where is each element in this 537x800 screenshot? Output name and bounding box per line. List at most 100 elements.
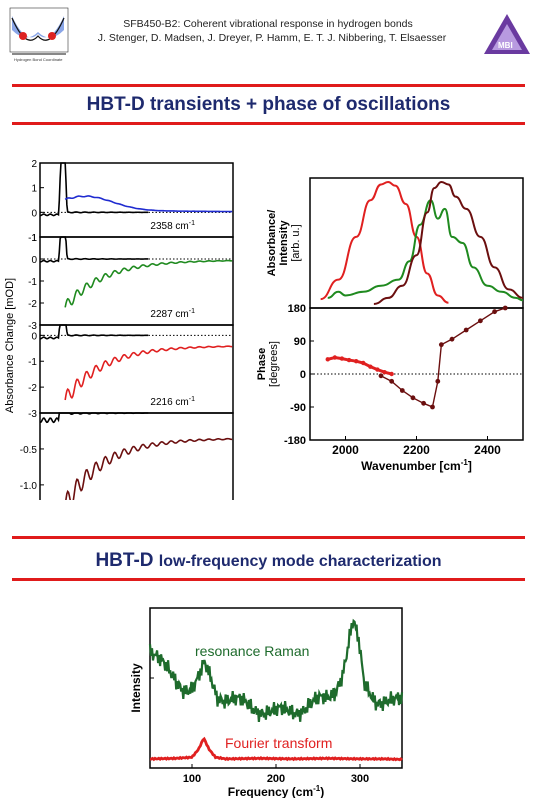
- x-tick-label: 2200: [403, 443, 430, 457]
- panel-frame: [39, 412, 234, 500]
- panel-label: 2358 cm-1: [150, 220, 195, 232]
- phase-point: [399, 388, 405, 393]
- divider: [12, 84, 525, 87]
- x-tick-label: 2000: [332, 443, 359, 457]
- y-axis-label-bottom: Phase [degrees]: [256, 341, 280, 387]
- x-tick-label: 2400: [474, 443, 501, 457]
- phase-point: [368, 364, 373, 369]
- phase-point: [430, 404, 435, 410]
- spectrum-series: [320, 180, 449, 304]
- phase-tick-label: 90: [294, 336, 306, 348]
- logo-axis-label: Hydrogen Bond Coordinate: [14, 57, 63, 62]
- phase-point: [502, 305, 508, 311]
- y-tick-label: 2: [31, 159, 37, 170]
- x-tick-label: 100: [183, 773, 201, 785]
- fourier-series-label: Fourier transform: [225, 735, 332, 751]
- divider: [12, 122, 525, 125]
- phase-point: [389, 378, 395, 384]
- panel-label-sup: -1: [189, 396, 195, 403]
- phase-point: [421, 400, 426, 406]
- y-axis-label: Absorbance Change [mOD]: [4, 278, 16, 413]
- panel-frame: [39, 162, 234, 238]
- y-axis-label-line: [arb. u.]: [290, 224, 302, 261]
- panel-label-sup: -1: [189, 220, 195, 227]
- spectra-frame: [309, 177, 524, 309]
- fourier-series: [149, 736, 403, 762]
- phase-tick-label: -180: [284, 435, 306, 447]
- phase-point: [389, 371, 394, 377]
- phase-point: [346, 357, 352, 363]
- panel-label-sup: -1: [189, 308, 195, 315]
- phase-tick-label: 0: [300, 369, 306, 381]
- phase-point: [463, 327, 469, 333]
- phase-point: [361, 360, 366, 366]
- y-tick-label: -1.0: [20, 481, 38, 492]
- panel-label: 2287 cm-1: [150, 308, 195, 320]
- phase-point: [378, 373, 384, 379]
- phase-point: [410, 395, 416, 401]
- panel-frame: [39, 236, 234, 326]
- phase-tick-label: 180: [288, 303, 306, 315]
- x-axis-label-close: ]: [468, 459, 472, 473]
- early-transient: [39, 236, 149, 263]
- section1-title: HBT-D transients + phase of oscillations: [86, 94, 451, 115]
- panel-label: 2216 cm-1: [150, 396, 195, 408]
- y-axis-label-line: Absorbance/: [266, 210, 278, 277]
- y-tick-label: 0: [31, 208, 37, 219]
- y-tick-label: -2: [28, 299, 37, 310]
- y-tick-label: 0: [31, 331, 37, 342]
- phase-series: [327, 355, 393, 376]
- section2-title-rest: low-frequency mode characterization: [158, 553, 442, 570]
- raman-chart: resonance Raman Fourier transform 100 200 30…: [129, 607, 404, 798]
- raman-series-label: resonance Raman: [195, 643, 309, 659]
- y-tick-label: -3: [28, 409, 37, 420]
- y-axis-label-top: Absorbance/Intensity [arb. u.]: [266, 210, 302, 277]
- y-tick-label: 0: [31, 255, 37, 266]
- spectrum-series: [373, 180, 524, 305]
- y-tick-label: 1: [31, 233, 37, 244]
- phase-point: [478, 318, 483, 324]
- x-axis-label: Frequency (cm-1): [228, 784, 324, 798]
- y-tick-label: 1: [31, 184, 37, 195]
- transient-series: [64, 195, 233, 213]
- early-transient: [39, 324, 149, 340]
- x-axis-label: Wavenumber [cm-1]: [361, 458, 472, 473]
- y-tick-label: -0.5: [20, 445, 38, 456]
- spectrum-series: [327, 199, 524, 302]
- phase-point: [332, 355, 338, 360]
- header-authors: J. Stenger, D. Madsen, J. Dreyer, P. Ham…: [97, 32, 447, 44]
- early-transient: [39, 412, 149, 424]
- x-tick-label: 300: [351, 773, 369, 785]
- raman-series: [148, 618, 404, 722]
- early-transient: [39, 162, 149, 217]
- phase-tick-label: -90: [290, 402, 306, 414]
- phase-point: [435, 378, 441, 384]
- y-tick-label: -1: [28, 277, 37, 288]
- potential-logo: Hydrogen Bond Coordinate: [9, 7, 69, 62]
- divider: [12, 536, 525, 539]
- y-axis-label: Intensity: [129, 663, 143, 713]
- phase-point: [449, 336, 455, 342]
- y-tick-label: -1: [28, 357, 37, 368]
- header-title: SFB450-B2: Coherent vibrational response…: [123, 18, 413, 30]
- mbi-logo: MBI: [484, 14, 530, 54]
- phase-point: [438, 342, 444, 348]
- y-axis-label-line: Phase: [256, 348, 268, 380]
- y-axis-label-line: [degrees]: [268, 341, 280, 387]
- phase-point: [382, 369, 387, 375]
- x-axis-label-sup: -1: [313, 784, 321, 793]
- y-tick-label: -3: [28, 321, 37, 332]
- y-tick-label: -2: [28, 383, 37, 394]
- phase-point: [492, 309, 497, 315]
- section2-title-bold: HBT-D: [95, 550, 154, 571]
- panel-frame: [39, 324, 234, 414]
- x-axis-label-close: ): [320, 785, 324, 798]
- x-tick-label: 200: [267, 773, 285, 785]
- logo-right-text: MBI: [498, 41, 513, 50]
- transient-series: [64, 259, 233, 308]
- phase-series: [380, 307, 506, 408]
- phase-point: [375, 367, 380, 372]
- divider: [12, 578, 525, 581]
